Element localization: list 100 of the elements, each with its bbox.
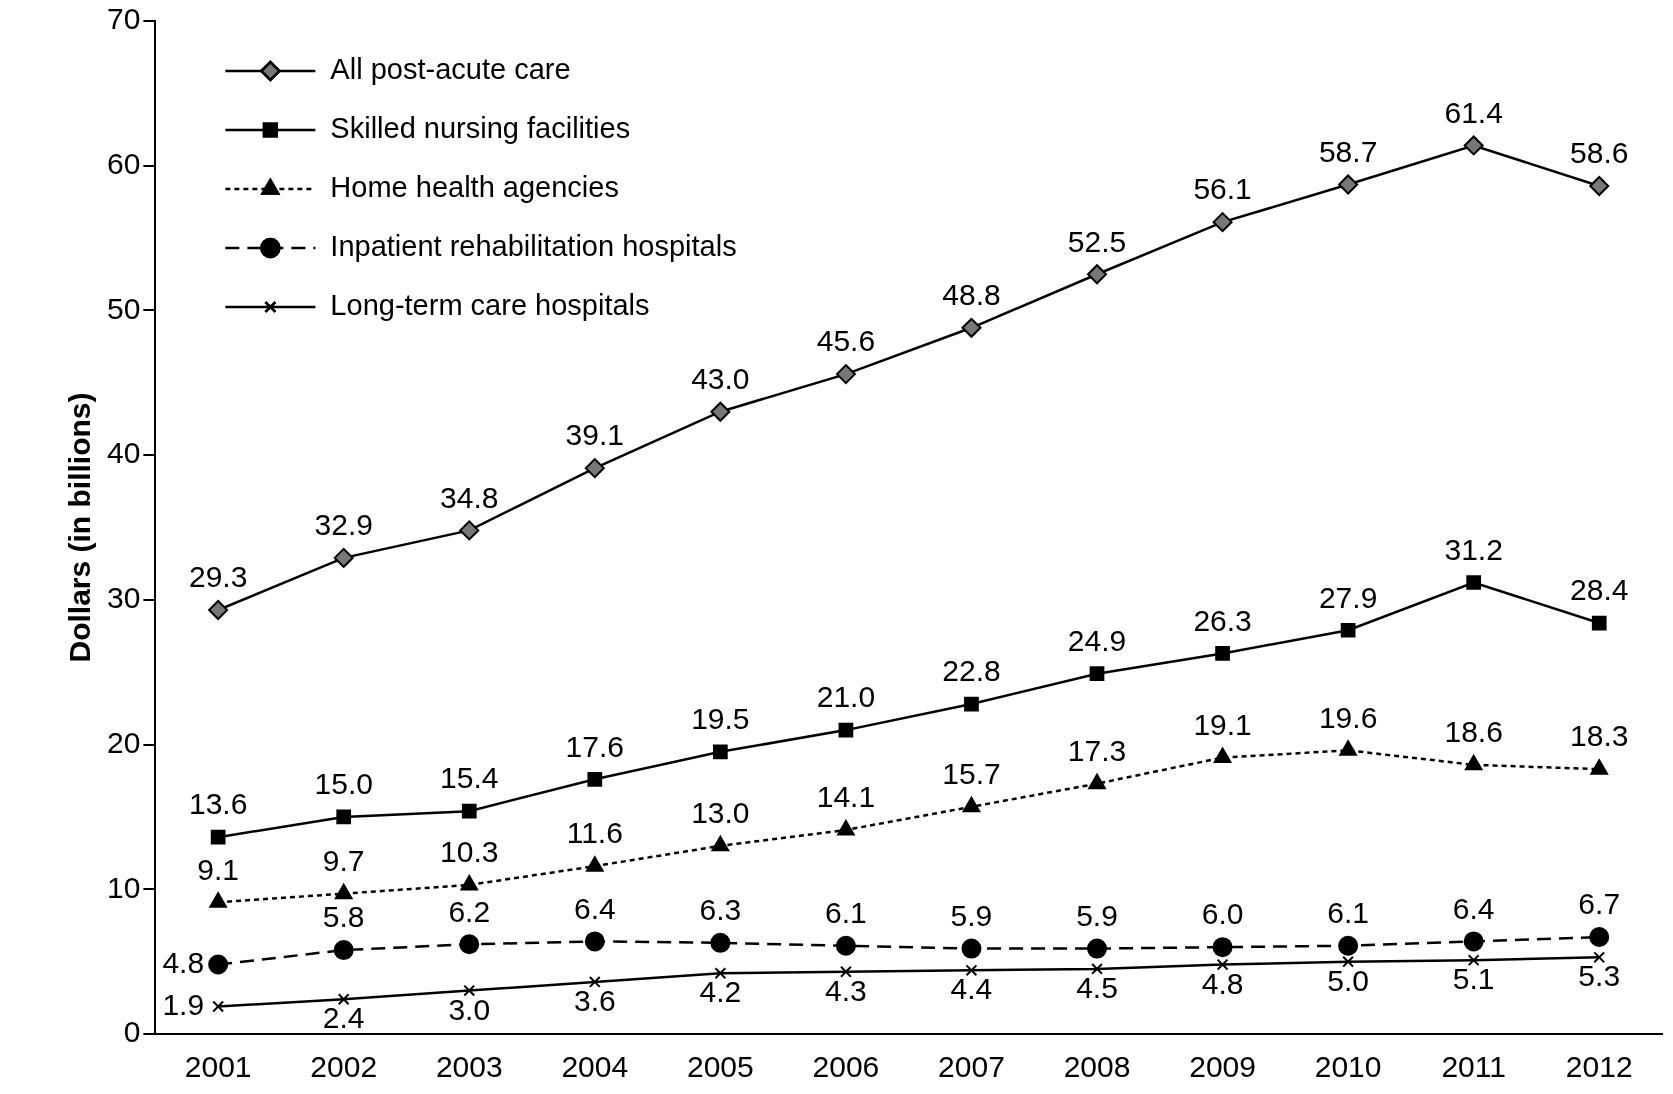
x-tick-label: 2002: [310, 1050, 378, 1084]
point: [588, 975, 601, 988]
data-label: 4.4: [950, 972, 993, 1006]
point: [212, 1000, 225, 1013]
data-label: 4.8: [162, 945, 205, 979]
data-label: 5.1: [1452, 962, 1495, 996]
point: [459, 520, 480, 541]
point: [1589, 927, 1610, 948]
point: [714, 967, 727, 980]
data-label: 19.6: [1318, 700, 1378, 734]
point: [839, 965, 852, 978]
point: [333, 940, 354, 961]
x-tick-label: 2001: [184, 1050, 252, 1084]
data-label: 15.0: [314, 767, 373, 801]
data-label: 1.9: [162, 987, 205, 1021]
point: [1338, 174, 1359, 195]
point: [333, 547, 354, 568]
data-label: 48.8: [942, 278, 1001, 312]
point: [463, 984, 476, 997]
data-label: 18.6: [1444, 715, 1503, 749]
data-label: 17.6: [565, 729, 624, 763]
data-label: 4.8: [1201, 966, 1244, 1000]
data-label: 14.1: [816, 780, 876, 814]
data-label: 52.5: [1067, 224, 1127, 258]
data-label: 31.2: [1444, 532, 1503, 566]
y-tick-label: 20: [106, 725, 141, 759]
point: [208, 599, 229, 620]
point: [1087, 938, 1108, 959]
data-label: 4.2: [699, 975, 742, 1009]
point: [1589, 175, 1610, 196]
x-tick-label: 2004: [561, 1050, 629, 1084]
data-label: 61.4: [1444, 95, 1503, 129]
data-label: 28.4: [1570, 573, 1629, 607]
point: [1089, 666, 1105, 682]
y-tick-label: 0: [123, 1015, 141, 1049]
data-label: 6.1: [1327, 895, 1369, 929]
point: [584, 458, 605, 479]
data-label: 19.1: [1193, 707, 1252, 741]
data-label: 43.0: [691, 361, 750, 395]
y-tick-label: 50: [106, 291, 141, 325]
point: [965, 964, 978, 977]
x-tick-label: 2009: [1189, 1050, 1256, 1084]
data-label: 5.3: [1578, 959, 1621, 993]
data-label: 11.6: [566, 816, 623, 850]
point: [710, 932, 731, 953]
x-tick-label: 2011: [1441, 1050, 1506, 1084]
data-label: 58.7: [1318, 134, 1378, 168]
y-axis-title: Dollars (in billions): [63, 392, 97, 663]
point: [1591, 615, 1607, 631]
data-label: 3.0: [448, 992, 491, 1026]
data-label: 6.7: [1578, 887, 1621, 921]
y-tick-label: 40: [106, 436, 141, 470]
data-label: 18.3: [1570, 719, 1629, 753]
point: [1215, 646, 1230, 661]
data-label: 6.3: [699, 893, 742, 927]
data-label: 13.6: [188, 787, 248, 821]
point: [336, 809, 352, 825]
data-label: 15.4: [440, 761, 499, 795]
data-label: 5.9: [1076, 898, 1118, 932]
data-label: 6.4: [1452, 891, 1495, 925]
data-label: 29.3: [188, 560, 248, 594]
legend-label: Long-term care hospitals: [330, 289, 650, 321]
x-tick-label: 2007: [938, 1050, 1005, 1084]
point: [461, 803, 477, 819]
legend-label: Inpatient rehabilitation hospitals: [330, 230, 737, 262]
data-label: 45.6: [816, 324, 876, 358]
point: [584, 931, 605, 952]
x-tick-label: 2005: [686, 1050, 754, 1084]
point: [1087, 264, 1108, 285]
point: [587, 771, 603, 787]
point: [961, 938, 982, 959]
data-label: 4.3: [825, 973, 867, 1007]
data-label: 26.3: [1193, 603, 1252, 637]
point: [1340, 622, 1356, 638]
data-label: 22.8: [942, 654, 1001, 688]
data-label: 34.8: [440, 480, 499, 514]
point: [712, 744, 728, 760]
point: [961, 317, 982, 338]
data-label: 21.0: [816, 680, 876, 714]
data-label: 5.0: [1327, 963, 1369, 997]
data-label: 6.2: [448, 894, 491, 928]
data-label: 32.9: [314, 508, 373, 542]
point: [1091, 962, 1103, 975]
y-tick-label: 70: [106, 2, 141, 36]
data-label: 58.6: [1570, 136, 1629, 170]
x-tick-label: 2010: [1314, 1050, 1382, 1084]
point: [1463, 135, 1484, 156]
data-label: 6.4: [573, 891, 616, 925]
point: [337, 993, 350, 1006]
point: [459, 934, 480, 955]
data-label: 3.6: [573, 983, 616, 1017]
data-label: 10.3: [440, 835, 499, 869]
data-label: 27.9: [1318, 580, 1378, 614]
data-label: 6.0: [1201, 897, 1244, 931]
point: [835, 935, 856, 956]
data-label: 24.9: [1067, 623, 1127, 657]
point: [835, 364, 856, 385]
data-label: 39.1: [565, 418, 624, 452]
legend-label: All post-acute care: [330, 53, 571, 85]
x-tick-label: 2006: [812, 1050, 880, 1084]
